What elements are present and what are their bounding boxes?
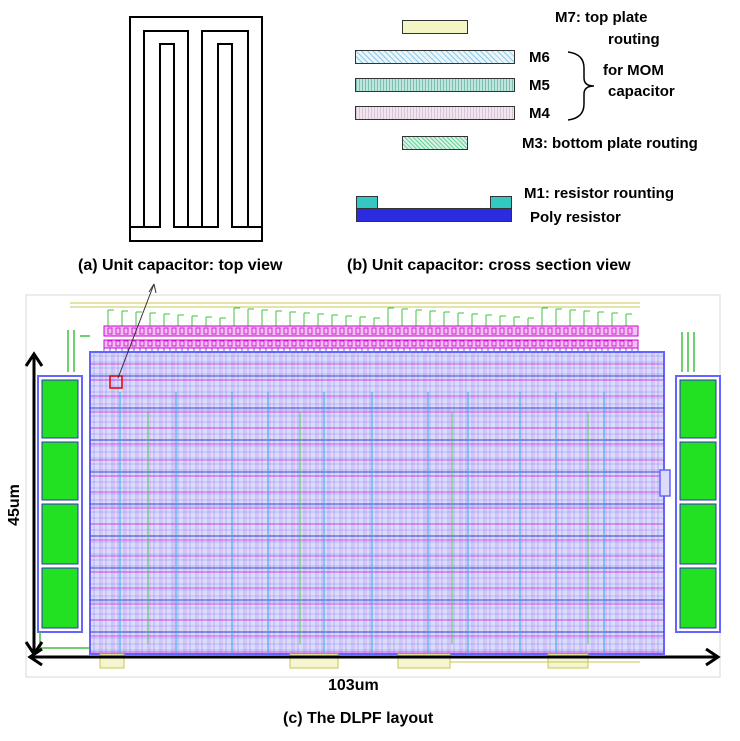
layer-poly-resistor <box>356 208 512 222</box>
layer-m4 <box>355 106 515 120</box>
caption-c: (c) The DLPF layout <box>283 710 434 727</box>
caption-a: (a) Unit capacitor: top view <box>78 257 283 274</box>
unit-cap-pointer <box>117 283 155 379</box>
label-mom: for MOM <box>603 62 664 79</box>
right-resistor-bank <box>675 375 721 633</box>
label-mom-cont: capacitor <box>608 83 675 100</box>
layer-m5 <box>355 78 515 92</box>
unit-cap-highlight <box>109 375 123 389</box>
width-dimension-arrow <box>27 647 721 667</box>
label-m6: M6 <box>529 49 550 66</box>
label-m1: M1: resistor rounting <box>524 185 675 202</box>
width-label: 103um <box>328 677 379 694</box>
bottom-comb-bar <box>129 226 263 242</box>
layer-m3 <box>402 136 468 150</box>
label-m4: M4 <box>529 105 550 122</box>
label-m5: M5 <box>529 77 550 94</box>
label-poly: Poly resistor <box>530 209 621 226</box>
layer-m7 <box>402 20 468 34</box>
label-m7: M7: top plate <box>555 9 648 26</box>
label-m7-cont: routing <box>608 31 660 48</box>
caption-b: (b) Unit capacitor: cross section view <box>347 257 631 274</box>
array-notch <box>659 469 671 497</box>
left-resistor-bank <box>37 375 83 633</box>
top-cap-ticks <box>107 327 633 347</box>
height-label: 45um <box>5 484 23 526</box>
capacitor-array-grid <box>90 352 664 654</box>
top-routing <box>103 307 639 352</box>
top-cap-row-1 <box>103 325 639 337</box>
label-m3: M3: bottom plate routing <box>522 135 698 152</box>
layer-m6 <box>355 50 515 64</box>
top-cap-row-2 <box>103 339 639 349</box>
